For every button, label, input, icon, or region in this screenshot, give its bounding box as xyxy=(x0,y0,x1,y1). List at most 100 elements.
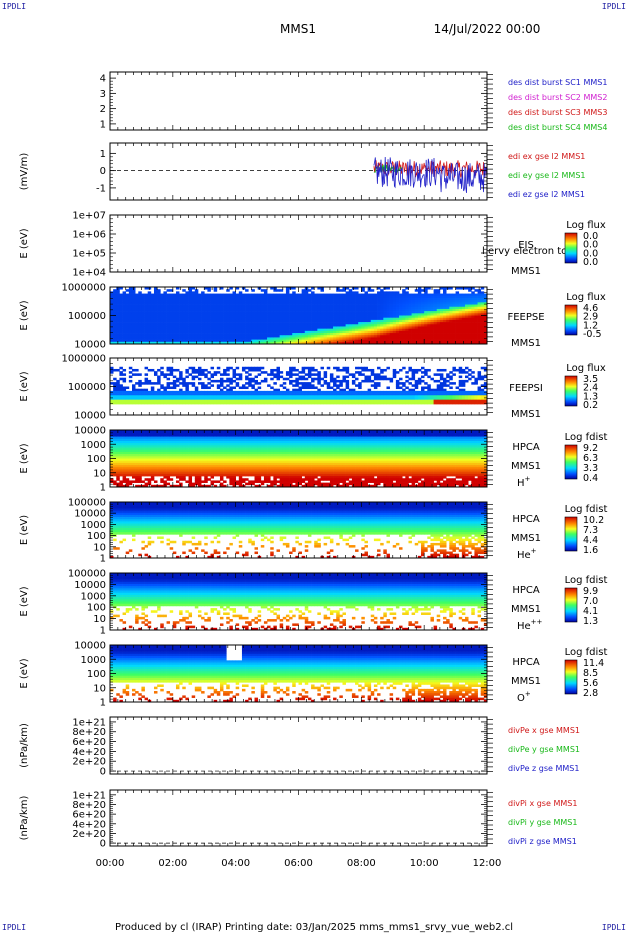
spectrogram-cell xyxy=(424,313,428,316)
spectrogram-cell xyxy=(373,295,378,299)
spectrogram-cell xyxy=(172,297,177,301)
spectrogram-cell xyxy=(471,326,475,329)
spectrogram-cell xyxy=(270,335,274,338)
spectrogram-cell xyxy=(383,302,387,305)
spectrogram-cell xyxy=(304,300,309,303)
spectrogram-cell xyxy=(128,341,133,345)
spectrogram-cell xyxy=(449,382,453,385)
spectrogram-cell xyxy=(311,304,315,308)
spectrogram-cell xyxy=(380,401,384,405)
spectrogram-cell xyxy=(191,341,196,345)
spectrogram-cell xyxy=(116,395,120,398)
spectrogram-cell xyxy=(276,311,280,314)
spectrogram-cell xyxy=(207,324,211,327)
spectrogram-cell xyxy=(138,317,142,321)
spectrogram-cell xyxy=(245,328,249,332)
spectrogram-cell xyxy=(263,333,268,336)
spectrogram-cell xyxy=(197,308,202,312)
spectrogram-cell xyxy=(461,382,466,385)
spectrogram-cell xyxy=(301,382,306,385)
spectrogram-cell xyxy=(358,341,362,345)
spectrogram-cell xyxy=(285,399,290,403)
spectrogram-cell xyxy=(207,371,211,374)
spectrogram-cell xyxy=(480,366,485,370)
spectrogram-cell xyxy=(449,315,453,319)
spectrogram-cell xyxy=(333,390,337,394)
spectrogram-cell xyxy=(424,393,428,396)
spectrogram-cell xyxy=(298,371,302,374)
spectrogram-cell xyxy=(172,317,177,321)
spectrogram-cell xyxy=(207,393,211,396)
spectrogram-cell xyxy=(439,322,444,325)
spectrogram-cell xyxy=(172,302,177,305)
spectrogram-cell xyxy=(285,328,290,332)
spectrogram-cell xyxy=(358,382,362,385)
spectrogram-cell xyxy=(191,287,196,290)
spectrogram-cell xyxy=(292,311,296,314)
spectrogram-cell xyxy=(157,297,161,301)
spectrogram-cell xyxy=(153,399,158,403)
spectrogram-cell xyxy=(210,295,215,299)
y-tick-label: 1000000 xyxy=(61,354,106,365)
spectrogram-cell xyxy=(282,306,287,310)
spectrogram-cell xyxy=(188,333,193,336)
spectrogram-cell xyxy=(326,393,331,396)
spectrogram-cell xyxy=(238,322,243,325)
spectrogram-cell xyxy=(326,341,331,345)
spectrogram-cell xyxy=(119,324,123,327)
spectrogram-cell xyxy=(260,335,265,338)
spectrogram-cell xyxy=(311,324,315,327)
spectrogram-cell xyxy=(351,300,356,303)
spectrogram-cell xyxy=(263,289,268,292)
spectrogram-cell xyxy=(298,330,302,334)
spectrogram-cell xyxy=(471,401,475,405)
spectrogram-cell xyxy=(339,317,343,321)
spectrogram-cell xyxy=(191,399,196,403)
spectrogram-cell xyxy=(182,397,186,400)
spectrogram-cell xyxy=(370,399,375,403)
spectrogram-cell xyxy=(113,297,117,301)
spectrogram-cell xyxy=(122,401,127,405)
spectrogram-cell xyxy=(424,328,428,332)
spectrogram-cell xyxy=(351,337,356,340)
spectrogram-cell xyxy=(465,322,469,325)
spectrogram-cell xyxy=(282,319,287,323)
spectrogram-cell xyxy=(210,384,215,387)
spectrogram-cell xyxy=(207,397,211,400)
spectrogram-cell xyxy=(213,337,218,340)
spectrogram-cell xyxy=(125,304,130,308)
spectrogram-cell xyxy=(380,324,384,327)
spectrogram-cell xyxy=(113,384,117,387)
spectrogram-cell xyxy=(424,397,428,400)
spectrogram-cell xyxy=(402,319,406,323)
spectrogram-cell xyxy=(116,315,120,319)
spectrogram-cell xyxy=(477,373,482,376)
spectrogram-cell xyxy=(235,395,240,398)
spectrogram-cell xyxy=(113,397,117,400)
spectrogram-cell xyxy=(336,308,340,312)
spectrogram-cell xyxy=(468,341,472,345)
spectrogram-cell xyxy=(179,315,183,319)
spectrogram-cell xyxy=(421,306,425,310)
spectrogram-cell xyxy=(364,390,368,394)
spectrogram-cell xyxy=(282,297,287,301)
spectrogram-cell xyxy=(367,388,372,392)
spectrogram-cell xyxy=(241,322,246,325)
spectrogram-cell xyxy=(358,326,362,329)
spectrogram-cell xyxy=(370,371,375,374)
spectrogram-cell xyxy=(260,337,265,340)
spectrogram-cell xyxy=(229,328,233,332)
spectrogram-cell xyxy=(411,328,416,332)
spectrogram-cell xyxy=(430,324,434,327)
spectrogram-cell xyxy=(131,333,136,336)
spectrogram-cell xyxy=(436,337,441,340)
spectrogram-cell xyxy=(326,324,331,327)
spectrogram-cell xyxy=(213,297,218,301)
spectrogram-cell xyxy=(204,326,208,329)
spectrogram-cell xyxy=(110,333,114,336)
spectrogram-cell xyxy=(380,297,384,301)
spectrogram-cell xyxy=(263,295,268,299)
spectrogram-cell xyxy=(301,315,306,319)
spectrogram-cell xyxy=(333,293,337,297)
spectrogram-cell xyxy=(163,386,167,390)
